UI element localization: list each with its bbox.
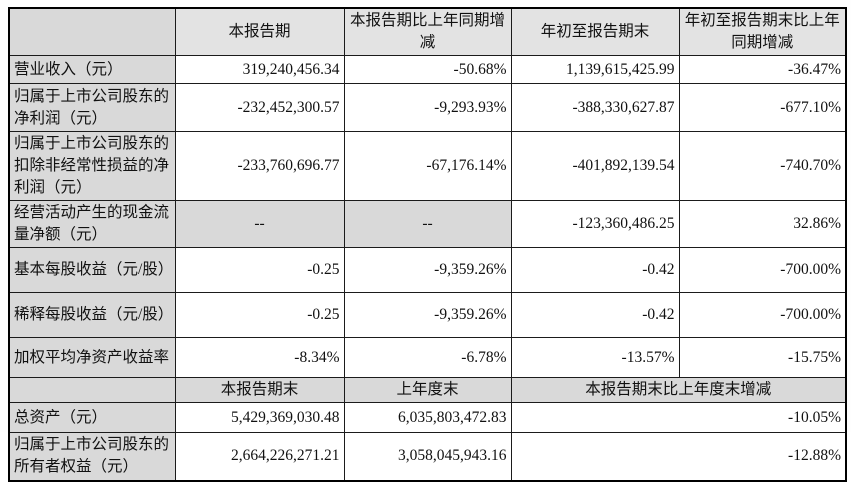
cell-value: -15.75% [678, 337, 847, 378]
header-end-of-period: 本报告期末 [174, 377, 345, 403]
header-row-bottom: 本报告期末 上年度末 本报告期末比上年度末增减 [8, 377, 847, 403]
header-period-yoy-change: 本报告期比上年同期增减 [343, 7, 512, 56]
table-row-basic-eps: 基本每股收益（元/股） -0.25 -9,359.26% -0.42 -700.… [8, 247, 847, 293]
table-row-revenue: 营业收入（元） 319,240,456.34 -50.68% 1,139,615… [8, 55, 847, 84]
cell-value: 1,139,615,425.99 [510, 55, 680, 84]
table-row-owners-equity: 归属于上市公司股东的所有者权益（元） 2,664,226,271.21 3,05… [8, 432, 847, 481]
table-row-operating-cash-flow: 经营活动产生的现金流量净额（元） -- -- -123,360,486.25 3… [8, 200, 847, 248]
cell-value: -700.00% [678, 292, 847, 338]
header-corner-cell-2 [8, 377, 176, 403]
header-end-of-last-year: 上年度末 [343, 377, 512, 403]
row-label: 经营活动产生的现金流量净额（元） [8, 200, 176, 248]
cell-value: 6,035,803,472.83 [343, 402, 512, 433]
header-corner-cell [8, 7, 176, 56]
cell-value: -740.70% [678, 131, 847, 201]
row-label: 基本每股收益（元/股） [8, 247, 176, 293]
cell-value: -0.42 [510, 247, 680, 293]
report-page: 本报告期 本报告期比上年同期增减 年初至报告期末 年初至报告期末比上年同期增减 … [8, 7, 847, 482]
cell-value: 3,058,045,943.16 [343, 432, 512, 481]
cell-value: -13.57% [510, 337, 680, 378]
cell-value: -36.47% [678, 55, 847, 84]
cell-value: -388,330,627.87 [510, 83, 680, 132]
header-row-top: 本报告期 本报告期比上年同期增减 年初至报告期末 年初至报告期末比上年同期增减 [8, 7, 847, 56]
table-row-diluted-eps: 稀释每股收益（元/股） -0.25 -9,359.26% -0.42 -700.… [8, 292, 847, 338]
cell-value: -0.25 [174, 292, 345, 338]
cell-value-na: -- [343, 200, 512, 248]
cell-value: 2,664,226,271.21 [174, 432, 345, 481]
row-label: 总资产（元） [8, 402, 176, 433]
header-current-period: 本报告期 [174, 7, 345, 56]
row-label: 营业收入（元） [8, 55, 176, 84]
cell-value: -9,359.26% [343, 247, 512, 293]
table-row-net-profit-excl-nonrecurring: 归属于上市公司股东的扣除非经常性损益的净利润（元） -233,760,696.7… [8, 131, 847, 201]
row-label: 加权平均净资产收益率 [8, 337, 176, 378]
cell-value: -9,359.26% [343, 292, 512, 338]
cell-value: -6.78% [343, 337, 512, 378]
cell-value: -700.00% [678, 247, 847, 293]
cell-value: 32.86% [678, 200, 847, 248]
cell-value: -12.88% [510, 432, 847, 481]
header-year-to-date: 年初至报告期末 [510, 7, 680, 56]
cell-value-na: -- [174, 200, 345, 248]
table-row-weighted-avg-roe: 加权平均净资产收益率 -8.34% -6.78% -13.57% -15.75% [8, 337, 847, 378]
cell-value: -50.68% [343, 55, 512, 84]
cell-value: -0.42 [510, 292, 680, 338]
cell-value: -8.34% [174, 337, 345, 378]
row-label: 归属于上市公司股东的净利润（元） [8, 83, 176, 132]
row-label: 归属于上市公司股东的所有者权益（元） [8, 432, 176, 481]
table-row-total-assets: 总资产（元） 5,429,369,030.48 6,035,803,472.83… [8, 402, 847, 433]
financial-summary-table: 本报告期 本报告期比上年同期增减 年初至报告期末 年初至报告期末比上年同期增减 … [8, 7, 847, 482]
cell-value: -123,360,486.25 [510, 200, 680, 248]
cell-value: -67,176.14% [343, 131, 512, 201]
cell-value: -233,760,696.77 [174, 131, 345, 201]
header-period-end-vs-year-end-change: 本报告期末比上年度末增减 [510, 377, 847, 403]
cell-value: -10.05% [510, 402, 847, 433]
cell-value: 319,240,456.34 [174, 55, 345, 84]
cell-value: -9,293.93% [343, 83, 512, 132]
row-label: 稀释每股收益（元/股） [8, 292, 176, 338]
cell-value: -232,452,300.57 [174, 83, 345, 132]
row-label: 归属于上市公司股东的扣除非经常性损益的净利润（元） [8, 131, 176, 201]
cell-value: -0.25 [174, 247, 345, 293]
table-row-net-profit: 归属于上市公司股东的净利润（元） -232,452,300.57 -9,293.… [8, 83, 847, 132]
cell-value: 5,429,369,030.48 [174, 402, 345, 433]
cell-value: -401,892,139.54 [510, 131, 680, 201]
header-ytd-yoy-change: 年初至报告期末比上年同期增减 [678, 7, 847, 56]
cell-value: -677.10% [678, 83, 847, 132]
